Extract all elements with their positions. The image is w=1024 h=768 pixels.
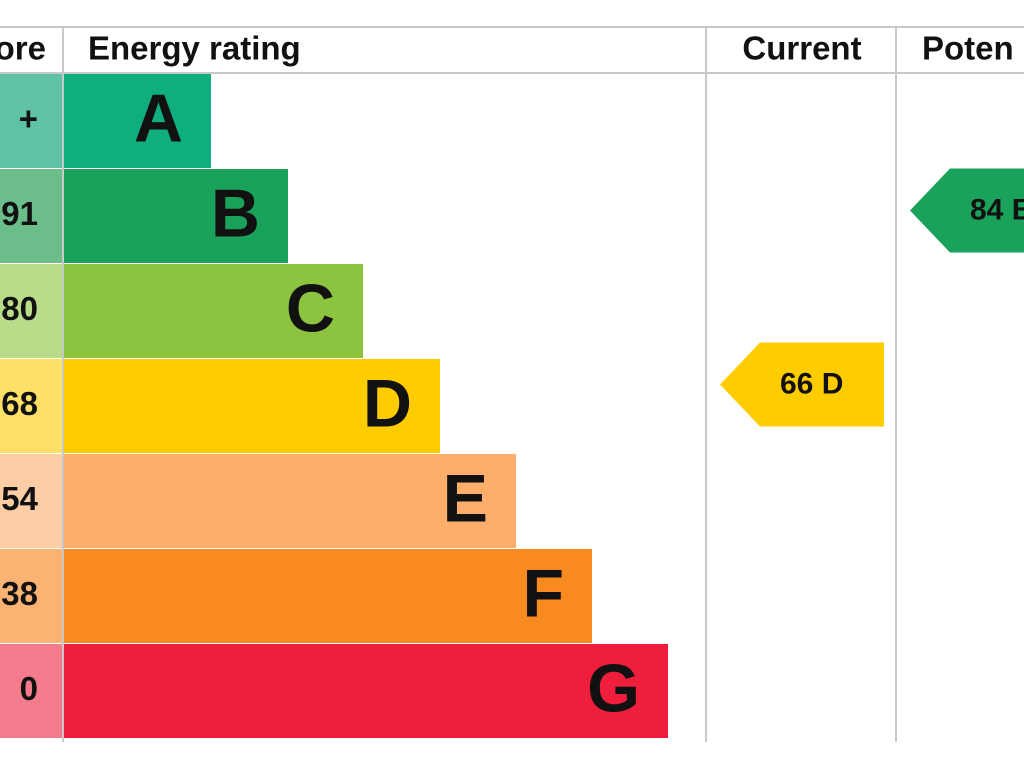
score-cell bbox=[0, 264, 62, 358]
score-cell bbox=[0, 169, 62, 263]
band-letter: B bbox=[211, 175, 260, 251]
score-range: + bbox=[19, 100, 38, 137]
potential-header: Poten bbox=[922, 30, 1014, 67]
score-range: 68 bbox=[1, 385, 38, 422]
potential-label: 84 B bbox=[970, 193, 1024, 226]
score-range: 80 bbox=[1, 290, 38, 327]
score-cell bbox=[0, 454, 62, 548]
score-range: 54 bbox=[1, 480, 38, 517]
band-bar bbox=[64, 454, 516, 548]
current-arrow bbox=[720, 342, 884, 427]
score-range: 38 bbox=[1, 575, 38, 612]
band-bar bbox=[64, 169, 288, 263]
band-bar bbox=[64, 264, 363, 358]
band-bar bbox=[64, 644, 668, 738]
score-cell bbox=[0, 549, 62, 643]
score-range: 91 bbox=[1, 195, 38, 232]
band-letter: E bbox=[443, 460, 488, 536]
rating-header: Energy rating bbox=[88, 30, 301, 67]
score-range: 0 bbox=[20, 670, 38, 707]
current-header: Current bbox=[742, 30, 861, 67]
band-bar bbox=[64, 549, 592, 643]
score-cell bbox=[0, 359, 62, 453]
band-bar bbox=[64, 74, 211, 168]
band-letter: G bbox=[587, 650, 640, 726]
band-letter: A bbox=[134, 80, 183, 156]
current-label: 66 D bbox=[780, 367, 843, 400]
band-letter: D bbox=[363, 365, 412, 441]
bands: + A 91 B 80 C 68 D 54 E 38 F 0 G bbox=[0, 74, 668, 738]
potential-arrow bbox=[910, 168, 1024, 253]
band-letter: F bbox=[522, 555, 564, 631]
band-bar bbox=[64, 359, 440, 453]
score-cell bbox=[0, 74, 62, 168]
score-cell bbox=[0, 644, 62, 738]
score-header: ore bbox=[0, 30, 46, 67]
band-letter: C bbox=[286, 270, 335, 346]
